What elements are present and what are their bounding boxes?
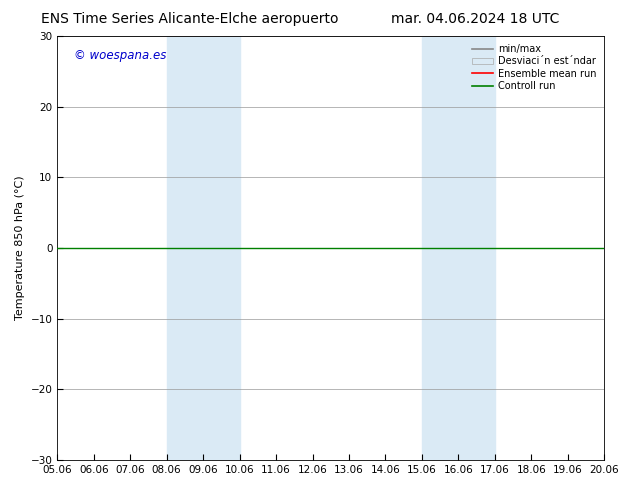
Legend: min/max, Desviaci´n est´ndar, Ensemble mean run, Controll run: min/max, Desviaci´n est´ndar, Ensemble m… [469, 41, 599, 94]
Text: mar. 04.06.2024 18 UTC: mar. 04.06.2024 18 UTC [391, 12, 560, 26]
Text: ENS Time Series Alicante-Elche aeropuerto: ENS Time Series Alicante-Elche aeropuert… [41, 12, 339, 26]
Text: © woespana.es: © woespana.es [74, 49, 166, 62]
Y-axis label: Temperature 850 hPa (°C): Temperature 850 hPa (°C) [15, 176, 25, 320]
Bar [167, 36, 240, 460]
Bar [422, 36, 495, 460]
